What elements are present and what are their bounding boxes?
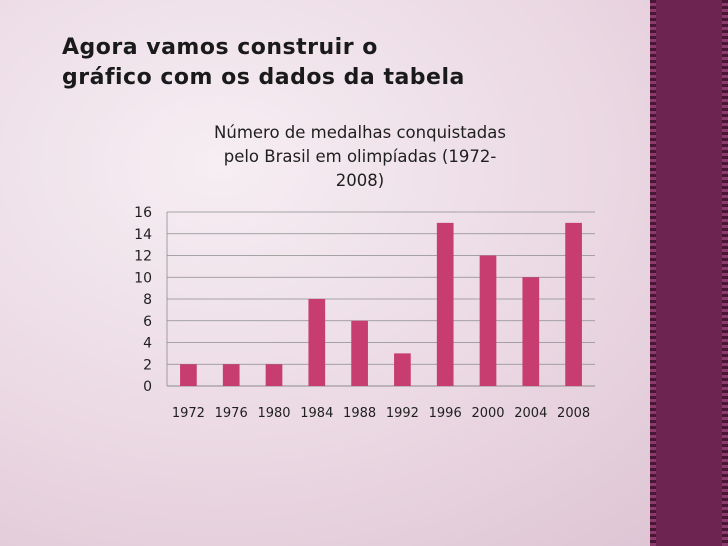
chart-title-line-2: pelo Brasil em olimpíadas (1972- [223, 147, 497, 166]
x-tick-label: 1976 [215, 406, 248, 421]
x-tick-label: 1980 [257, 406, 290, 421]
x-tick-label: 2000 [471, 406, 504, 421]
decorative-side-band [650, 0, 728, 546]
x-tick-label: 1984 [300, 406, 333, 421]
x-axis-ticks: 1972 1976 1980 1984 1988 1992 1996 2000 2004 2008 [172, 406, 590, 421]
y-tick-label: 0 [143, 379, 152, 395]
y-axis-ticks: 0 2 4 6 8 10 12 14 16 [134, 205, 152, 395]
y-tick-label: 2 [143, 357, 152, 373]
x-tick-label: 2008 [557, 406, 590, 421]
x-tick-label: 1992 [386, 406, 419, 421]
y-tick-label: 10 [134, 270, 152, 286]
bar-1992 [394, 353, 411, 386]
y-tick-label: 16 [134, 205, 152, 221]
x-tick-label: 1972 [172, 406, 205, 421]
bar-1972 [180, 364, 197, 386]
y-tick-label: 14 [134, 227, 152, 243]
bar-1976 [222, 364, 240, 386]
band-stripe-left [650, 0, 656, 546]
bars-layer [180, 222, 582, 386]
x-tick-label: 1988 [343, 406, 376, 421]
bar-1988 [351, 320, 368, 386]
y-tick-label: 6 [143, 314, 152, 330]
x-tick-label: 1996 [429, 406, 462, 421]
x-tick-label: 2004 [514, 406, 547, 421]
chart-title-line-1: Número de medalhas conquistadas [214, 123, 506, 142]
y-tick-label: 4 [143, 336, 152, 352]
slide-title-line-2: gráfico com os dados da tabela [62, 65, 465, 90]
y-tick-label: 8 [143, 292, 152, 308]
chart-title: Número de medalhas conquistadas pelo Bra… [150, 121, 570, 193]
bar-1980 [265, 364, 283, 386]
chart-title-line-3: 2008) [335, 171, 385, 190]
y-tick-label: 12 [134, 249, 152, 265]
bar-2000 [479, 255, 497, 386]
slide-title: Agora vamos construir o gráfico com os d… [62, 33, 622, 93]
bar-2008 [565, 222, 582, 386]
slide-title-line-1: Agora vamos construir o [62, 35, 378, 60]
bar-1996 [436, 222, 454, 386]
band-stripe-right [722, 0, 728, 546]
bar-2004 [522, 277, 540, 386]
bar-1984 [308, 299, 326, 386]
